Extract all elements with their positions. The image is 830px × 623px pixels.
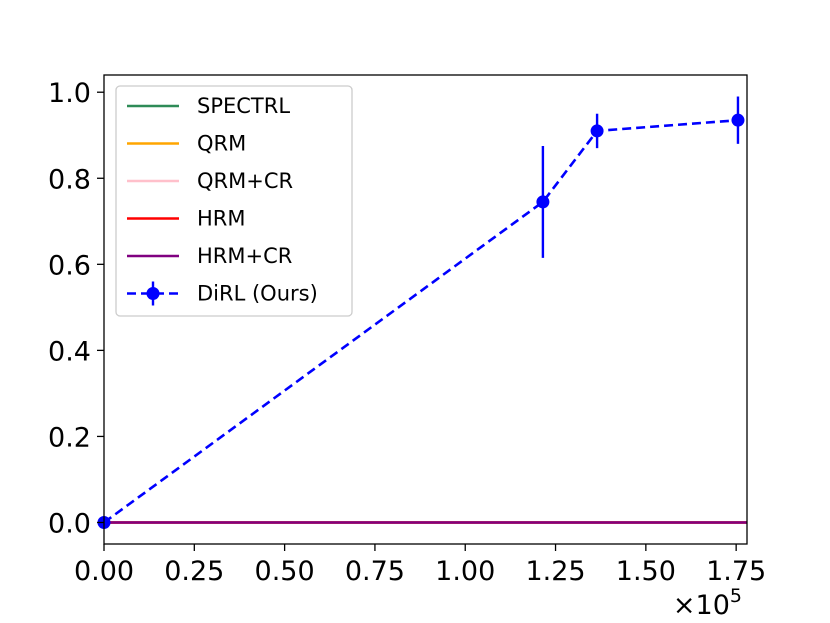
legend-label: HRM+CR [197, 244, 292, 268]
legend-label: DiRL (Ours) [197, 282, 318, 306]
y-tick-label: 1.0 [48, 78, 91, 109]
x-tick-label: 0.75 [345, 556, 405, 587]
x-tick-label: 0.00 [74, 556, 134, 587]
x-tick-label: 1.00 [435, 556, 495, 587]
data-point [731, 113, 745, 127]
legend-label: HRM [197, 207, 246, 231]
x-tick-label: 1.75 [706, 556, 766, 587]
series-line [103, 118, 739, 524]
legend-marker [146, 287, 160, 300]
y-axis: 0.0 0.2 0.4 0.6 0.8 1.0 [48, 78, 104, 539]
x-tick-label: 1.25 [525, 556, 585, 587]
y-tick-label: 0.2 [48, 422, 91, 453]
x-tick-label: 0.50 [255, 556, 315, 587]
legend-label: QRM [197, 132, 246, 156]
x-axis-offset-base: ×10 [673, 590, 730, 621]
y-tick-label: 0.4 [48, 336, 91, 367]
x-tick-label: 1.50 [616, 556, 676, 587]
legend: SPECTRL QRM QRM+CR HRM HRM+CR DiRL (Ours) [115, 85, 353, 317]
y-tick-label: 0.8 [48, 164, 91, 195]
legend-label: QRM+CR [197, 169, 293, 193]
legend-label: SPECTRL [197, 94, 290, 118]
x-axis-offset-exponent: 5 [730, 585, 742, 607]
data-point [536, 195, 550, 209]
axes-frame [103, 74, 748, 545]
y-tick-label: 0.0 [48, 508, 91, 539]
x-axis: 0.00 0.25 0.50 0.75 1.00 1.25 1.50 1.75 [74, 544, 766, 587]
x-tick-label: 0.25 [164, 556, 224, 587]
data-point [590, 124, 604, 138]
y-tick-label: 0.6 [48, 250, 91, 281]
x-axis-offset-text: ×105 [673, 585, 742, 621]
plot-area [97, 96, 747, 529]
